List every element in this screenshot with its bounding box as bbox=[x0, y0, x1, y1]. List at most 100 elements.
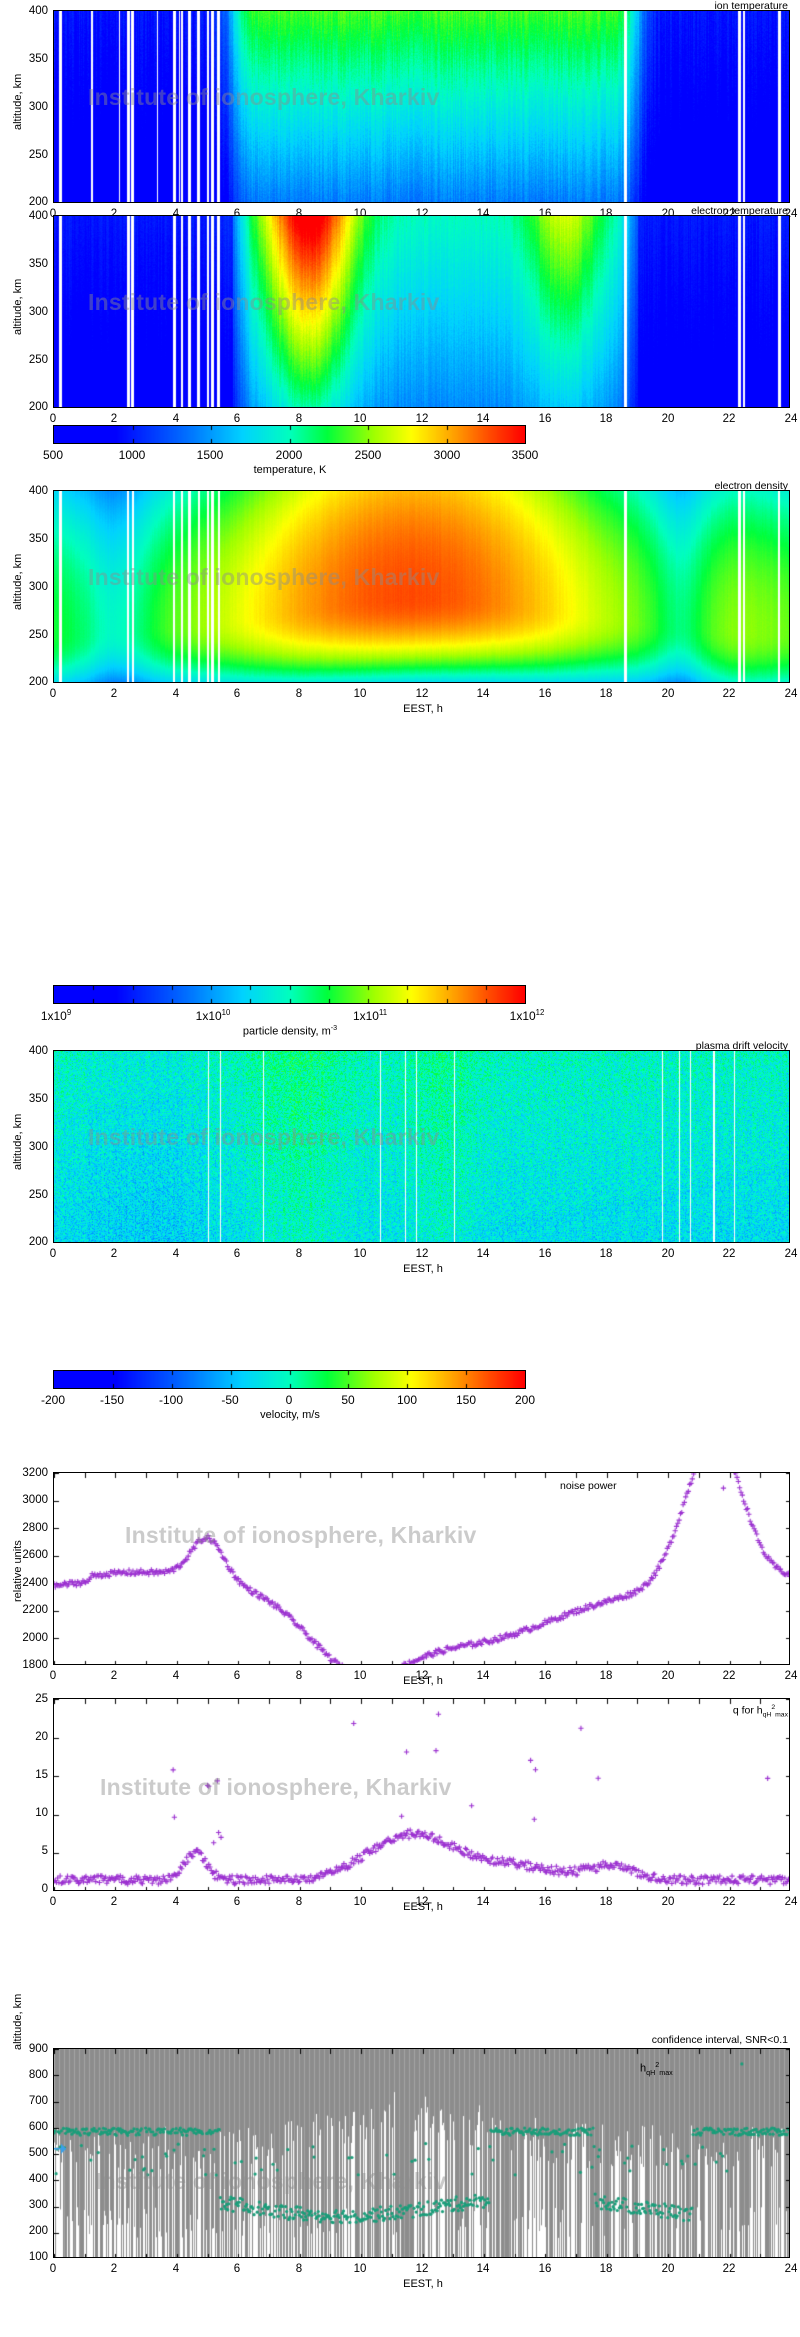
x-tick: 22 bbox=[722, 2263, 736, 2275]
title-subscript: qH bbox=[762, 1711, 772, 1719]
x-tick: 16 bbox=[538, 413, 552, 425]
x-tick: 10 bbox=[353, 688, 367, 700]
x-tick: 2 bbox=[110, 1670, 118, 1682]
x-tick: 20 bbox=[661, 1896, 675, 1908]
x-tick: 2 bbox=[110, 208, 118, 220]
x-tick: 8 bbox=[295, 208, 303, 220]
panel-title: ion temperature bbox=[714, 0, 788, 12]
colorbar-tick: 100 bbox=[396, 1393, 418, 1407]
colorbar-tick: 0 bbox=[285, 1393, 293, 1407]
x-tick: 16 bbox=[538, 688, 552, 700]
x-tick: 4 bbox=[172, 208, 180, 220]
panel-title: electron density bbox=[714, 480, 788, 492]
heatmap-electron-density bbox=[53, 490, 790, 683]
x-tick: 12 bbox=[415, 1670, 429, 1682]
x-tick: 14 bbox=[476, 1248, 490, 1260]
y-tick: 300 bbox=[28, 2199, 48, 2211]
colorbar-caption: velocity, m/s bbox=[260, 1409, 320, 1421]
x-axis-label: EEST, h bbox=[403, 1675, 443, 1687]
velocity-colorbar bbox=[53, 1370, 526, 1389]
y-tick: 250 bbox=[28, 1189, 48, 1201]
colorbar-tick: 50 bbox=[341, 1393, 355, 1407]
x-tick: 18 bbox=[599, 688, 613, 700]
panel-title: electron temperature bbox=[691, 205, 788, 217]
y-tick: 350 bbox=[28, 1093, 48, 1105]
x-tick: 10 bbox=[353, 1896, 367, 1908]
x-tick: 22 bbox=[722, 688, 736, 700]
x-tick: 2 bbox=[110, 1896, 118, 1908]
colorbar-tick: -150 bbox=[99, 1393, 125, 1407]
x-axis-label: EEST, h bbox=[403, 1263, 443, 1275]
caption-exponent: -3 bbox=[330, 1024, 338, 1032]
tick-mantissa: 1x10 bbox=[509, 1009, 536, 1023]
panel-title: confidence interval, SNR<0.1 bbox=[651, 2034, 788, 2046]
title-subscript-max: max bbox=[775, 1711, 788, 1719]
legend-text: h bbox=[640, 2062, 647, 2075]
x-tick: 10 bbox=[353, 1248, 367, 1260]
x-tick: 0 bbox=[49, 208, 57, 220]
y-tick: 900 bbox=[28, 2043, 48, 2055]
colorbar-tick: 1x1012 bbox=[497, 1008, 557, 1023]
tick-exponent: 9 bbox=[66, 1008, 72, 1017]
x-tick: 6 bbox=[233, 688, 241, 700]
x-tick: 14 bbox=[476, 1670, 490, 1682]
colorbar-tick: 1x1010 bbox=[183, 1008, 243, 1023]
x-tick: 20 bbox=[661, 688, 675, 700]
x-axis-label: EEST, h bbox=[403, 703, 443, 715]
y-tick: 250 bbox=[28, 149, 48, 161]
colorbar-tick: 1500 bbox=[196, 448, 224, 462]
y-tick: 200 bbox=[28, 1236, 48, 1248]
y-tick: 2600 bbox=[22, 1549, 48, 1561]
x-tick: 4 bbox=[172, 413, 180, 425]
x-tick: 0 bbox=[49, 413, 57, 425]
x-tick: 12 bbox=[415, 688, 429, 700]
y-tick: 400 bbox=[28, 1045, 48, 1057]
x-tick: 4 bbox=[172, 1896, 180, 1908]
colorbar-tick: 3000 bbox=[433, 448, 461, 462]
x-tick: 18 bbox=[599, 1248, 613, 1260]
plot-confidence-interval bbox=[53, 2048, 790, 2258]
colorbar-tick: 2000 bbox=[275, 448, 303, 462]
y-axis-label: altitude, km bbox=[12, 1993, 24, 2050]
x-tick: 12 bbox=[415, 2263, 429, 2275]
heatmap-plasma-drift-velocity bbox=[53, 1050, 790, 1243]
y-tick: 400 bbox=[28, 485, 48, 497]
x-tick: 4 bbox=[172, 1670, 180, 1682]
x-tick: 14 bbox=[476, 2263, 490, 2275]
panel-title: plasma drift velocity bbox=[695, 1040, 788, 1052]
panel-title: noise power bbox=[560, 1480, 617, 1492]
y-tick: 200 bbox=[28, 676, 48, 688]
x-tick: 24 bbox=[784, 688, 798, 700]
x-axis-label: EEST, h bbox=[403, 2278, 443, 2290]
x-tick: 12 bbox=[415, 1248, 429, 1260]
colorbar-tick: 1000 bbox=[118, 448, 146, 462]
x-tick: 0 bbox=[49, 2263, 57, 2275]
x-tick: 12 bbox=[415, 413, 429, 425]
y-tick: 300 bbox=[28, 1141, 48, 1153]
x-tick: 24 bbox=[784, 413, 798, 425]
x-tick: 22 bbox=[722, 1670, 736, 1682]
x-tick: 16 bbox=[538, 2263, 552, 2275]
x-tick: 6 bbox=[233, 1896, 241, 1908]
x-tick: 22 bbox=[722, 1896, 736, 1908]
x-tick: 24 bbox=[784, 1896, 798, 1908]
y-tick: 350 bbox=[28, 53, 48, 65]
y-tick: 300 bbox=[28, 581, 48, 593]
y-tick: 250 bbox=[28, 629, 48, 641]
y-tick: 350 bbox=[28, 258, 48, 270]
colorbar-tick: 200 bbox=[514, 1393, 536, 1407]
x-tick: 2 bbox=[110, 413, 118, 425]
heatmap-ion-temperature bbox=[53, 10, 790, 203]
x-tick: 6 bbox=[233, 413, 241, 425]
x-tick: 10 bbox=[353, 1670, 367, 1682]
y-tick: 200 bbox=[28, 196, 48, 208]
y-tick: 300 bbox=[28, 101, 48, 113]
x-tick: 2 bbox=[110, 2263, 118, 2275]
colorbar-tick: -200 bbox=[40, 1393, 66, 1407]
colorbar-caption: temperature, K bbox=[253, 464, 327, 476]
x-tick: 14 bbox=[476, 1896, 490, 1908]
y-tick: 400 bbox=[28, 210, 48, 222]
colorbar-tick: 150 bbox=[455, 1393, 477, 1407]
colorbar-tick: 500 bbox=[42, 448, 64, 462]
legend-subscript: qH bbox=[646, 2068, 656, 2077]
